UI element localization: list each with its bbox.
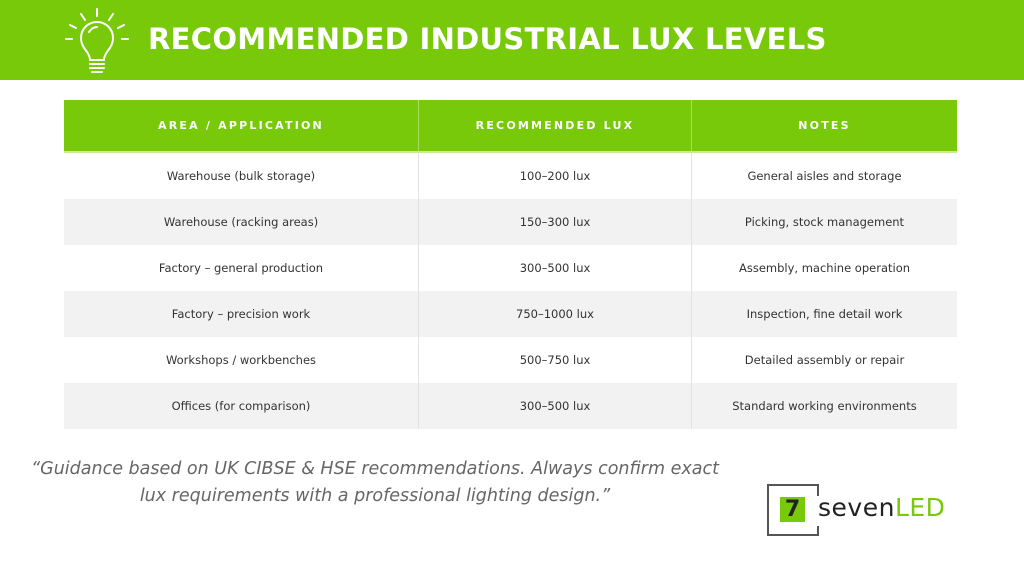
cell-notes: Standard working environments <box>691 383 957 429</box>
cell-area: Workshops / workbenches <box>64 337 419 383</box>
column-header-notes: NOTES <box>691 100 957 153</box>
column-header-lux: RECOMMENDED LUX <box>418 100 692 153</box>
cell-area: Offices (for comparison) <box>64 383 419 429</box>
guidance-quote: “Guidance based on UK CIBSE & HSE recomm… <box>31 459 719 506</box>
logo-wordmark: sevenLED <box>818 493 945 522</box>
logo-frame-corner <box>817 526 819 536</box>
cell-notes: Inspection, fine detail work <box>691 291 957 337</box>
cell-lux: 750–1000 lux <box>418 291 692 337</box>
cell-notes: Picking, stock management <box>691 199 957 245</box>
lightbulb-icon <box>65 8 129 73</box>
logo-text-seven: seven <box>818 493 895 522</box>
logo-text-led: LED <box>894 493 946 522</box>
cell-notes: General aisles and storage <box>747 169 902 183</box>
logo-mark: 7 <box>780 497 805 522</box>
cell-area: Warehouse (bulk storage) <box>64 152 419 199</box>
cell-area: Warehouse (racking areas) <box>64 199 419 245</box>
table-row: Offices (for comparison) 300–500 lux Stand… <box>64 383 957 429</box>
table-row: Warehouse (racking areas) 150–300 lux Pick… <box>64 199 957 245</box>
column-header-area: AREA / APPLICATION <box>64 100 419 153</box>
cell-notes: Assembly, machine operation <box>738 261 911 275</box>
table-row: Factory – precision work 750–1000 lux Insp… <box>64 291 957 337</box>
page-title: RECOMMENDED INDUSTRIAL LUX LEVELS <box>148 22 827 56</box>
table-row: Factory – general production 300–500 lux A… <box>64 245 957 291</box>
logo-frame <box>767 484 819 536</box>
header-banner: RECOMMENDED INDUSTRIAL LUX LEVELS <box>0 0 1024 80</box>
cell-lux: 150–300 lux <box>418 199 692 245</box>
cell-area: Factory – general production <box>64 245 419 291</box>
cell-lux: 500–750 lux <box>418 337 692 383</box>
cell-area: Factory – precision work <box>64 291 419 337</box>
cell-lux: 300–500 lux <box>418 245 692 291</box>
table-row: Warehouse (bulk storage) 100–200 lux Gener… <box>64 152 957 199</box>
table-row: Workshops / workbenches 500–750 lux Detail… <box>64 337 957 383</box>
lux-table: AREA / APPLICATION RECOMMENDED LUX NOTES… <box>64 100 957 429</box>
cell-lux: 300–500 lux <box>418 383 692 429</box>
cell-notes: Detailed assembly or repair <box>744 353 905 367</box>
cell-lux: 100–200 lux <box>418 152 692 199</box>
